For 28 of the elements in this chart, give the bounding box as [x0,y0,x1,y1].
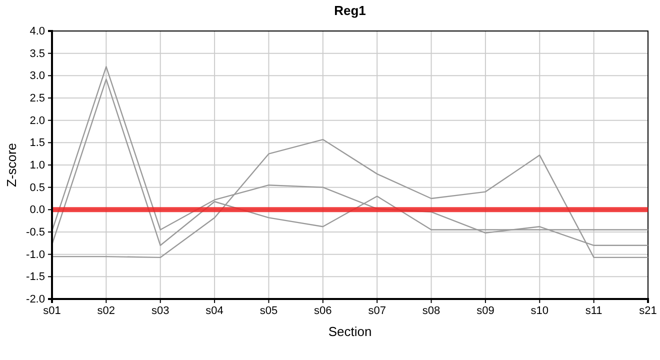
y-tick-label: 0.5 [30,182,45,194]
y-tick-label: 0.0 [30,204,45,216]
y-tick-label: 1.5 [30,137,45,150]
y-axis-title: Z-score [4,142,19,188]
y-tick-label: 3.5 [30,48,45,60]
x-tick-label: s06 [314,304,332,317]
x-axis-title: Section [328,324,372,339]
x-tick-label: s21 [639,304,657,317]
x-tick-label: s11 [585,304,602,317]
x-tick-label: s03 [151,304,170,317]
y-tick-label: 4.0 [30,26,45,38]
y-tick-label: -2.0 [26,294,45,306]
x-tick-label: s08 [422,304,440,317]
y-tick-label: 3.0 [30,70,45,82]
x-tick-label: s02 [97,304,116,317]
y-tick-label: -0.5 [26,226,45,239]
y-tick-label: 1.0 [30,160,45,172]
x-tick-label: s07 [368,304,386,317]
x-tick-label: s04 [206,304,224,317]
chart-title: Reg1 [334,3,366,18]
x-tick-label: s05 [260,304,278,317]
y-tick-label: -1.5 [26,271,45,284]
x-tick-label: s10 [530,304,549,317]
y-tick-label: -1.0 [26,248,45,261]
x-tick-label: s01 [43,304,61,317]
x-tick-label: s09 [476,304,494,317]
y-tick-label: 2.0 [30,114,45,127]
y-tick-label: 2.5 [30,92,45,105]
